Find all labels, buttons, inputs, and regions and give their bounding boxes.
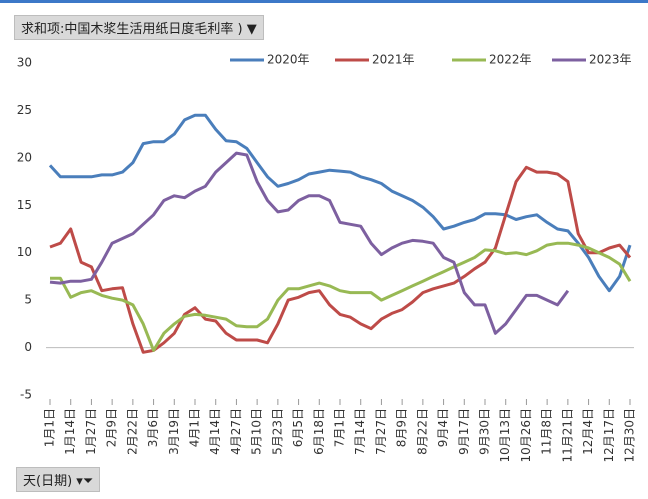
x-tick-label: 10月26日: [519, 408, 533, 463]
x-tick-label: 8月9日: [395, 408, 409, 447]
axis-field-button[interactable]: 天(日期) ▾⏷: [16, 467, 101, 492]
x-tick-label: 7月1日: [333, 408, 347, 447]
legend-label: 2022年: [489, 53, 532, 67]
legend-label: 2021年: [372, 53, 415, 67]
x-tick-label: 12月17日: [602, 408, 616, 463]
x-tick-label: 1月1日: [43, 408, 57, 447]
y-tick-label: 5: [24, 293, 32, 307]
y-tick-label: 20: [17, 150, 32, 164]
y-tick-label: 30: [17, 56, 32, 70]
x-tick-label: 5月10日: [250, 408, 264, 455]
x-tick-label: 11月8日: [540, 408, 554, 455]
x-tick-label: 6月18日: [312, 408, 326, 455]
x-tick-label: 9月30日: [478, 408, 492, 455]
y-tick-label: 0: [24, 340, 32, 354]
x-tick-label: 9月17日: [457, 408, 471, 455]
x-tick-label: 7月14日: [353, 408, 367, 455]
x-tick-label: 3月19日: [167, 408, 181, 455]
x-tick-label: 8月22日: [415, 408, 429, 455]
y-tick-label: 10: [17, 245, 32, 259]
x-tick-label: 3月6日: [146, 408, 160, 447]
x-tick-label: 11月21日: [560, 408, 574, 463]
x-tick-label: 10月13日: [498, 408, 512, 463]
x-tick-label: 7月27日: [374, 408, 388, 455]
x-tick-label: 4月27日: [229, 408, 243, 455]
x-tick-label: 1月14日: [63, 408, 77, 455]
legend-label: 2020年: [267, 53, 310, 67]
x-tick-label: 4月1日: [188, 408, 202, 447]
legend-label: 2023年: [589, 53, 632, 67]
x-tick-label: 6月5日: [291, 408, 305, 447]
chart: -5 0 5 10 15 20 25 30 1月1日 1月14日 1月27日 2月9日 2月22日 3月6…: [17, 53, 637, 463]
x-tick-label: 9月4日: [436, 408, 450, 447]
y-tick-label: 15: [17, 198, 32, 212]
x-tick-label: 12月30日: [623, 408, 637, 463]
y-tick-label: -5: [20, 388, 32, 402]
x-tick-label: 2月22日: [125, 408, 139, 455]
series-line: [50, 241, 632, 352]
x-tick-label: 12月4日: [581, 408, 595, 455]
series-line: [49, 151, 570, 335]
value-field: 求和项:中国木浆生活用纸日度毛利率: [21, 22, 234, 37]
series-line: [48, 113, 632, 293]
x-tick-label: 4月14日: [208, 408, 222, 455]
x-tick-label: 2月9日: [105, 408, 119, 447]
x-tick-label: 1月27日: [84, 408, 98, 455]
axis-field: 天(日期): [23, 474, 73, 489]
x-tick-label: 5月23日: [270, 408, 284, 455]
value-field-button[interactable]: 求和项:中国木浆生活用纸日度毛利率 ) ▼: [14, 15, 264, 40]
y-tick-label: 25: [17, 103, 32, 117]
series-line: [49, 165, 632, 354]
